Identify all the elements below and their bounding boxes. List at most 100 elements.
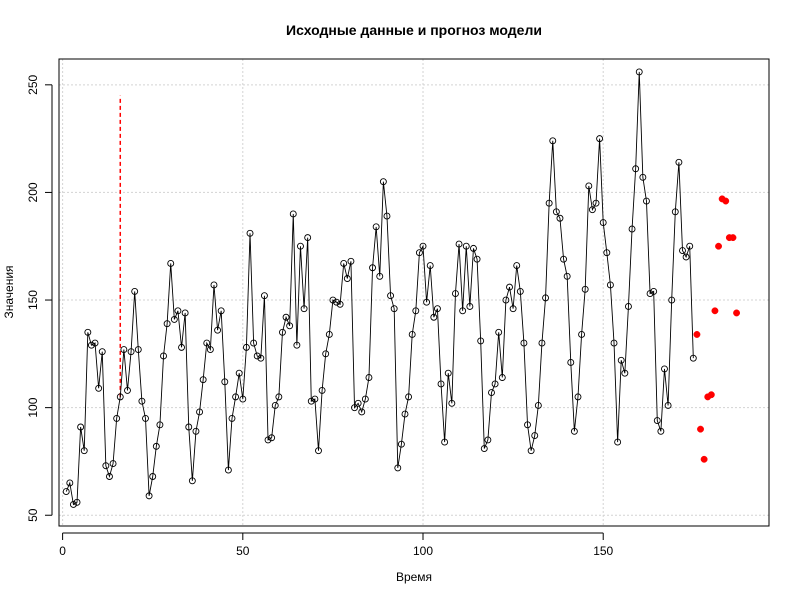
observed-point: [282, 313, 290, 321]
observed-point: [480, 445, 488, 452]
observed-point: [552, 208, 560, 216]
observed-point: [524, 421, 531, 429]
observed-point: [221, 378, 229, 386]
observed-point: [387, 292, 395, 300]
observed-point: [268, 434, 276, 442]
observed-point: [224, 466, 232, 474]
observed-point: [567, 358, 575, 366]
observed-point: [516, 287, 524, 295]
observed-point: [444, 369, 452, 377]
observed-point: [509, 305, 517, 313]
observed-point: [178, 343, 185, 351]
observed-point: [279, 328, 286, 336]
observed-point: [686, 242, 694, 250]
observed-point: [643, 197, 650, 205]
observed-point: [329, 296, 337, 304]
observed-point: [412, 307, 420, 315]
observed-point: [682, 253, 690, 261]
observed-point: [343, 275, 351, 282]
observed-point: [671, 208, 679, 216]
observed-point: [610, 339, 618, 347]
observed-point: [437, 380, 445, 388]
observed-point: [617, 356, 625, 364]
observed-point: [109, 460, 117, 468]
observed-point: [260, 292, 268, 300]
observed-point: [477, 337, 485, 345]
observed-point: [77, 423, 85, 431]
observed-point: [127, 348, 135, 356]
observed-point: [624, 303, 632, 310]
observed-point: [336, 300, 344, 308]
observed-point: [426, 262, 434, 270]
observed-point: [441, 438, 449, 446]
observed-point: [106, 473, 113, 480]
y-tick-label: 100: [26, 397, 40, 417]
observed-point: [149, 473, 157, 480]
observed-point: [606, 281, 614, 289]
forecast-point: [693, 331, 701, 338]
forecast-point: [729, 234, 737, 242]
observed-point: [286, 322, 294, 330]
observed-point: [246, 229, 254, 237]
observed-point: [203, 339, 211, 347]
observed-point: [452, 290, 459, 298]
observed-point: [581, 285, 589, 293]
observed-point: [210, 281, 218, 289]
observed-point: [646, 290, 654, 298]
observed-point: [408, 331, 416, 338]
observed-point: [271, 402, 279, 409]
observed-point: [574, 393, 582, 401]
observed-point: [170, 315, 178, 323]
observed-point: [62, 488, 70, 496]
x-tick-label: 0: [59, 544, 66, 558]
forecast-point: [715, 242, 722, 250]
observed-point: [206, 346, 214, 353]
observed-point: [689, 354, 697, 362]
observed-point: [545, 199, 553, 207]
observed-point: [588, 206, 596, 214]
observed-point: [484, 436, 492, 444]
observed-point: [430, 313, 438, 321]
observed-point: [235, 369, 243, 377]
x-tick-label: 100: [413, 544, 433, 558]
observed-point: [242, 343, 250, 351]
observed-point: [585, 182, 593, 190]
observed-point: [113, 414, 121, 422]
plot-frame: [58, 58, 770, 527]
observed-point: [134, 346, 142, 353]
observed-point: [448, 399, 456, 407]
grid: [59, 59, 769, 526]
observed-point: [668, 296, 676, 304]
observed-point: [365, 374, 373, 381]
observed-point: [152, 442, 160, 450]
observed-point: [188, 477, 196, 485]
observed-point: [192, 427, 200, 435]
observed-point: [419, 242, 427, 250]
observed-point: [495, 328, 503, 336]
forecast-point: [722, 197, 730, 205]
observed-point: [679, 247, 686, 254]
observed-point: [592, 199, 600, 207]
observed-point: [459, 307, 467, 315]
observed-point: [167, 260, 175, 267]
y-tick-label: 200: [26, 182, 40, 202]
observed-point: [491, 380, 499, 388]
series: [62, 68, 741, 508]
observed-point: [628, 225, 636, 233]
observed-point: [311, 395, 319, 403]
observed-point: [145, 492, 153, 500]
observed-point: [307, 397, 315, 405]
observed-point: [534, 402, 542, 409]
observed-point: [372, 223, 380, 231]
observed-point: [455, 240, 463, 248]
observed-point: [102, 462, 110, 470]
observed-point: [599, 219, 607, 227]
observed-point: [142, 414, 149, 422]
observed-point: [549, 137, 557, 145]
observed-point: [433, 305, 441, 313]
observed-point: [473, 255, 481, 263]
observed-point: [318, 386, 326, 394]
observed-point: [520, 339, 528, 347]
observed-point: [556, 214, 564, 222]
observed-point: [596, 135, 604, 143]
